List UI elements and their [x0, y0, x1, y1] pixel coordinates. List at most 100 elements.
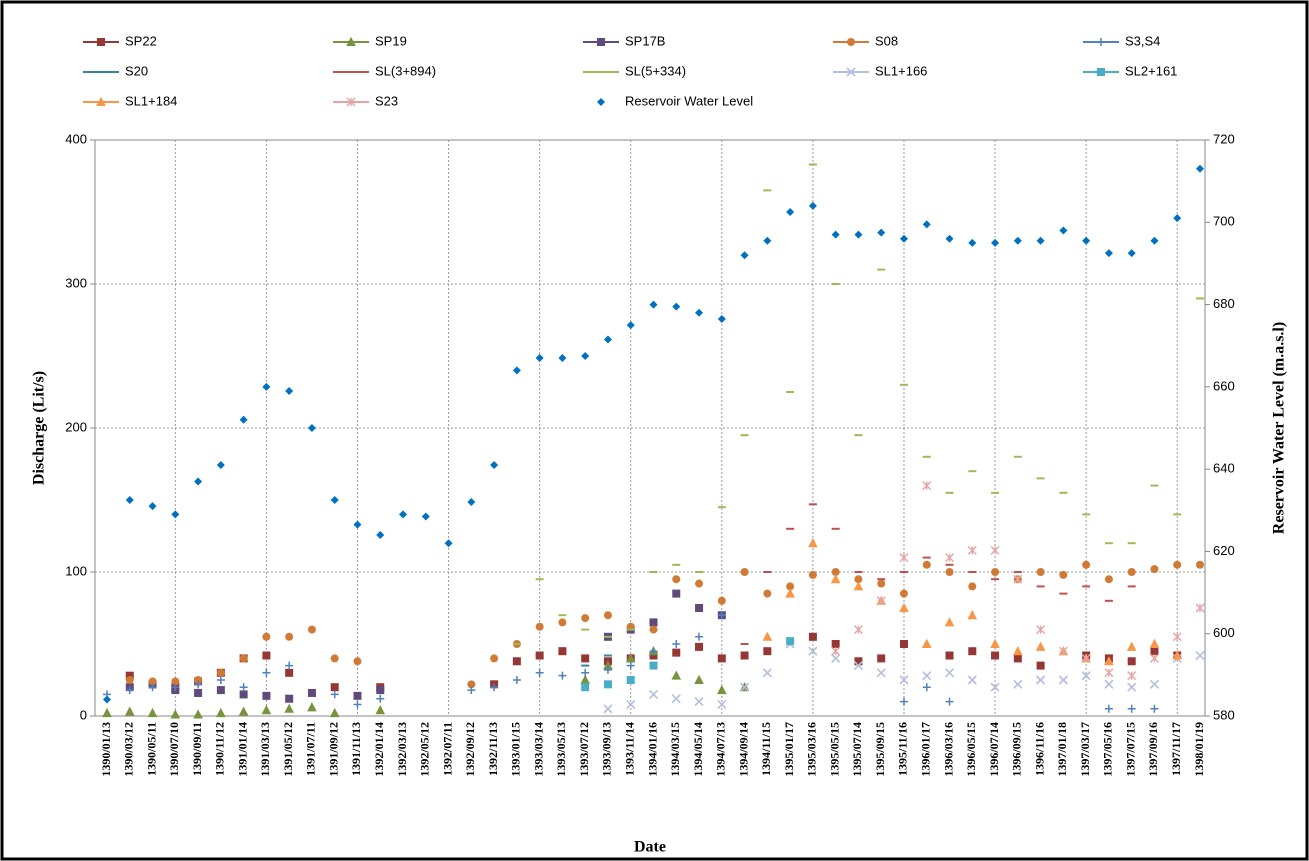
- marker: [990, 682, 1000, 692]
- marker: [1149, 638, 1160, 648]
- x-tick-label: 1395/09/15: [873, 722, 887, 777]
- marker: [695, 632, 704, 641]
- y2-axis-title: Reservoir Water Level (m.a.s.l): [1271, 322, 1288, 534]
- marker: [262, 651, 271, 660]
- marker: [330, 690, 339, 699]
- x-tick-label: 1393/05/13: [554, 722, 568, 777]
- marker: [580, 674, 590, 684]
- marker: [1036, 625, 1046, 635]
- marker: [490, 461, 499, 470]
- marker: [1013, 574, 1023, 584]
- legend-label: SL(5+334): [625, 63, 686, 78]
- marker: [694, 674, 704, 684]
- x-tick-label: 1395/05/15: [827, 722, 841, 777]
- legend-label: SP22: [125, 33, 157, 48]
- x-tick-label: 1395/01/17: [782, 722, 796, 777]
- marker: [1081, 671, 1091, 681]
- marker: [649, 625, 658, 634]
- marker: [96, 96, 106, 106]
- x-tick-label: 1392/03/13: [395, 722, 409, 777]
- marker: [421, 512, 430, 521]
- marker: [1149, 679, 1160, 689]
- marker: [717, 611, 726, 620]
- marker: [672, 648, 681, 657]
- marker: [649, 647, 658, 656]
- marker: [967, 610, 978, 620]
- marker: [808, 570, 817, 579]
- marker: [1127, 682, 1137, 692]
- marker: [1127, 657, 1136, 666]
- marker: [626, 699, 636, 710]
- marker: [307, 702, 317, 712]
- marker: [831, 640, 840, 648]
- marker: [512, 366, 521, 375]
- marker: [581, 352, 590, 360]
- marker: [353, 700, 362, 709]
- marker: [1036, 675, 1046, 685]
- x-tick-label: 1390/03/12: [122, 722, 136, 777]
- marker: [1150, 647, 1159, 656]
- marker: [171, 677, 180, 686]
- marker: [831, 653, 841, 663]
- marker: [375, 705, 386, 715]
- x-tick-label: 1394/05/14: [691, 722, 705, 777]
- marker: [762, 631, 773, 641]
- marker: [899, 589, 908, 598]
- x-tick-label: 1396/03/16: [941, 722, 955, 777]
- marker: [1059, 226, 1068, 235]
- x-tick-label: 1393/07/12: [577, 722, 591, 777]
- marker: [1195, 650, 1205, 661]
- marker: [285, 694, 294, 703]
- marker: [763, 647, 772, 656]
- x-tick-label: 1394/11/15: [759, 722, 773, 776]
- marker: [239, 654, 248, 663]
- marker: [695, 579, 704, 588]
- marker: [695, 604, 704, 612]
- marker: [763, 589, 772, 598]
- marker: [535, 354, 544, 363]
- x-tick-label: 1397/01/18: [1055, 722, 1069, 777]
- marker: [1127, 704, 1136, 713]
- marker: [1035, 641, 1046, 651]
- marker: [1104, 575, 1113, 584]
- marker: [786, 582, 795, 591]
- marker: [649, 651, 658, 660]
- marker: [649, 661, 658, 670]
- marker: [1150, 565, 1159, 574]
- y-tick-label: 400: [65, 131, 87, 146]
- marker: [717, 699, 727, 710]
- x-tick-label: 1390/09/11: [190, 722, 204, 776]
- marker: [581, 614, 590, 623]
- marker: [216, 668, 225, 677]
- x-tick-label: 1396/07/14: [987, 722, 1001, 777]
- marker: [1150, 704, 1159, 713]
- marker: [717, 654, 726, 663]
- marker: [854, 657, 863, 666]
- marker: [899, 640, 908, 648]
- legend-label: Reservoir Water Level: [625, 93, 753, 108]
- marker: [740, 251, 749, 260]
- marker: [1104, 656, 1114, 666]
- legend-label: S08: [875, 33, 898, 48]
- marker: [763, 236, 772, 245]
- marker: [945, 651, 954, 660]
- marker: [512, 657, 521, 666]
- marker: [899, 553, 909, 563]
- y-tick-label: 0: [80, 707, 87, 722]
- marker: [648, 689, 659, 699]
- marker: [740, 682, 750, 692]
- marker: [285, 386, 294, 395]
- marker: [102, 707, 112, 718]
- x-tick-label: 1393/01/15: [509, 722, 523, 777]
- legend-label: SP19: [375, 33, 407, 48]
- marker: [399, 510, 408, 519]
- marker: [444, 539, 453, 548]
- marker: [991, 651, 1000, 660]
- marker: [239, 690, 248, 699]
- marker: [1036, 568, 1045, 576]
- marker: [307, 625, 316, 634]
- marker: [329, 707, 340, 718]
- marker: [346, 97, 356, 107]
- marker: [671, 670, 682, 680]
- marker: [1172, 632, 1182, 642]
